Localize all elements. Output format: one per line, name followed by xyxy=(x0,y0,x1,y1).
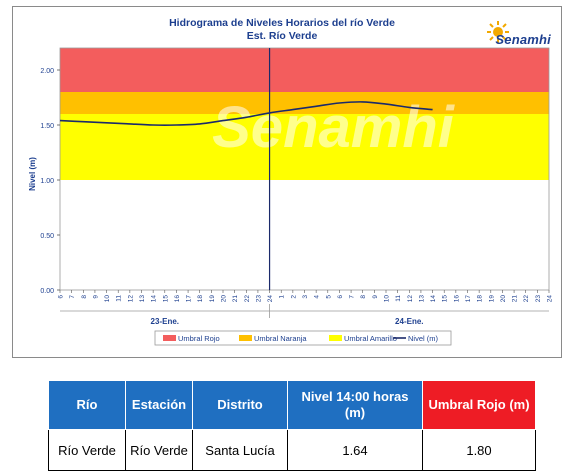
y-tick-label: 0.50 xyxy=(40,233,54,240)
day-label: 24-Ene. xyxy=(395,317,423,326)
y-tick-label: 2.00 xyxy=(40,68,54,75)
x-tick-label: 12 xyxy=(127,295,134,303)
legend-label: Umbral Naranja xyxy=(254,334,307,343)
day-label: 23-Ene. xyxy=(151,317,179,326)
legend-swatch xyxy=(329,335,342,341)
chart-title: Hidrograma de Niveles Horarios del río V… xyxy=(169,17,395,29)
x-tick-label: 13 xyxy=(418,295,425,303)
cell-distrito: Santa Lucía xyxy=(192,429,288,471)
legend-label: Nivel (m) xyxy=(408,334,438,343)
x-tick-label: 20 xyxy=(221,295,228,303)
x-tick-label: 13 xyxy=(139,295,146,303)
x-tick-label: 2 xyxy=(290,295,297,299)
x-tick-label: 23 xyxy=(255,295,262,303)
cell-estacion: Río Verde xyxy=(125,429,193,471)
x-tick-label: 9 xyxy=(92,295,99,299)
table-row: Río Verde Río Verde Santa Lucía 1.64 1.8… xyxy=(48,429,536,471)
x-tick-label: 14 xyxy=(430,295,437,303)
header-nivel: Nivel 14:00 horas (m) xyxy=(287,380,423,430)
x-tick-label: 21 xyxy=(232,295,239,303)
x-tick-label: 6 xyxy=(337,295,344,299)
x-tick-label: 7 xyxy=(69,295,76,299)
senamhi-logo: Senamhi xyxy=(495,32,551,47)
x-tick-label: 15 xyxy=(442,295,449,303)
x-tick-label: 16 xyxy=(453,295,460,303)
x-tick-label: 22 xyxy=(523,295,530,303)
x-tick-label: 24 xyxy=(267,295,274,303)
x-tick-label: 10 xyxy=(104,295,111,303)
legend-label: Umbral Amarillo xyxy=(344,334,397,343)
header-umbral-rojo: Umbral Rojo (m) xyxy=(422,380,536,430)
station-summary-table: Río Estación Distrito Nivel 14:00 horas … xyxy=(48,380,536,471)
cell-umbral-rojo: 1.80 xyxy=(422,429,536,471)
x-tick-label: 9 xyxy=(372,295,379,299)
x-tick-label: 17 xyxy=(186,295,193,303)
x-tick-label: 21 xyxy=(512,295,519,303)
y-axis-label: Nivel (m) xyxy=(28,157,37,191)
x-tick-label: 24 xyxy=(547,295,554,303)
x-tick-label: 18 xyxy=(477,295,484,303)
legend-label: Umbral Rojo xyxy=(178,334,220,343)
x-tick-label: 20 xyxy=(500,295,507,303)
cell-rio: Río Verde xyxy=(48,429,126,471)
x-tick-label: 3 xyxy=(302,295,309,299)
x-tick-label: 1 xyxy=(279,295,286,299)
x-tick-label: 23 xyxy=(535,295,542,303)
header-estacion: Estación xyxy=(125,380,193,430)
x-tick-label: 11 xyxy=(395,295,402,302)
x-tick-label: 17 xyxy=(465,295,472,303)
chart-frame: Hidrograma de Niveles Horarios del río V… xyxy=(12,6,562,358)
x-tick-label: 6 xyxy=(58,295,65,299)
senamhi-sun-logo-icon xyxy=(487,21,509,43)
y-tick-label: 0.00 xyxy=(40,288,54,295)
x-tick-label: 19 xyxy=(488,295,495,303)
senamhi-watermark: Senamhi xyxy=(212,95,456,160)
x-tick-label: 22 xyxy=(244,295,251,303)
header-distrito: Distrito xyxy=(192,380,288,430)
x-tick-label: 8 xyxy=(360,295,367,299)
legend-box xyxy=(154,330,452,346)
legend-swatch xyxy=(163,335,176,341)
threshold-band-0 xyxy=(60,48,549,92)
x-tick-label: 16 xyxy=(174,295,181,303)
x-tick-label: 4 xyxy=(314,295,321,299)
x-tick-label: 5 xyxy=(325,295,332,299)
x-tick-label: 14 xyxy=(151,295,158,303)
series-line-nivel xyxy=(59,101,433,126)
x-tick-label: 12 xyxy=(407,295,414,303)
x-tick-label: 7 xyxy=(349,295,356,299)
x-tick-label: 19 xyxy=(209,295,216,303)
table-header-row: Río Estación Distrito Nivel 14:00 horas … xyxy=(48,380,536,430)
x-tick-label: 18 xyxy=(197,295,204,303)
y-tick-label: 1.50 xyxy=(40,123,54,130)
cell-nivel: 1.64 xyxy=(287,429,423,471)
x-tick-label: 10 xyxy=(384,295,391,303)
hydrograph-chart: Hidrograma de Niveles Horarios del río V… xyxy=(28,17,554,346)
legend-swatch xyxy=(239,335,252,341)
x-tick-label: 8 xyxy=(81,295,88,299)
x-tick-label: 11 xyxy=(116,295,123,302)
y-tick-label: 1.00 xyxy=(40,178,54,185)
chart-subtitle: Est. Río Verde xyxy=(247,30,318,42)
x-tick-label: 15 xyxy=(162,295,169,303)
header-rio: Río xyxy=(48,380,126,430)
